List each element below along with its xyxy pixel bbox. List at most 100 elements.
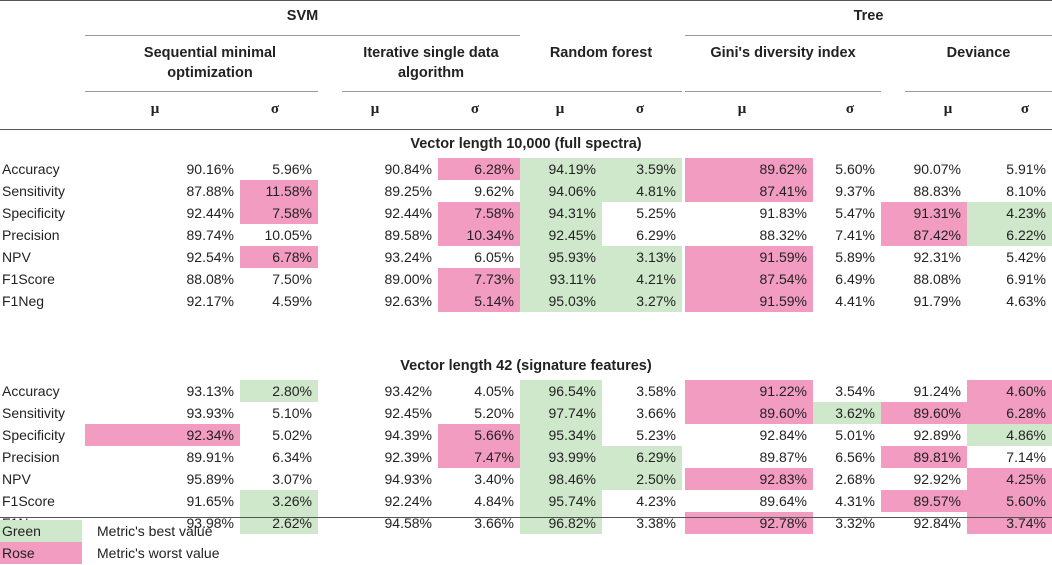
table-cell: 91.24% — [913, 383, 961, 399]
table-cell: 94.58% — [384, 515, 432, 531]
table-cell: 89.58% — [384, 227, 432, 243]
method-smo: Sequential minimal optimization — [143, 45, 277, 81]
legend-swatch-green: Green — [0, 520, 82, 542]
table-cell: 95.74% — [520, 490, 602, 512]
table-cell: 4.25% — [967, 468, 1052, 490]
table-cell: 6.56% — [835, 449, 875, 465]
table-cell: 96.82% — [520, 512, 602, 534]
section-title-0: Vector length 10,000 (full spectra) — [410, 136, 642, 152]
row-label: NPV — [2, 249, 31, 265]
table-cell: 89.74% — [186, 227, 234, 243]
table-cell: 92.44% — [186, 205, 234, 221]
table-cell: 92.39% — [384, 449, 432, 465]
mu-header-0: μ — [150, 101, 160, 117]
method-underline-1 — [85, 91, 318, 92]
row-label: F1Score — [2, 271, 55, 287]
table-cell: 2.80% — [240, 380, 318, 402]
table-cell: 91.83% — [759, 205, 807, 221]
table-cell: 95.34% — [520, 424, 602, 446]
table-cell: 89.25% — [384, 183, 432, 199]
table-cell: 4.21% — [602, 268, 682, 290]
sigma-header-2: σ — [635, 101, 645, 117]
mu-header-4: μ — [943, 101, 953, 117]
table-cell: 94.31% — [520, 202, 602, 224]
table-cell: 6.29% — [636, 227, 676, 243]
table-cell: 93.11% — [520, 268, 602, 290]
table-cell: 92.89% — [913, 427, 961, 443]
row-label: NPV — [2, 471, 31, 487]
table-cell: 97.74% — [520, 402, 602, 424]
method-isda: Iterative single data algorithm — [363, 45, 499, 81]
sigma-header-1: σ — [470, 101, 480, 117]
table-cell: 3.54% — [835, 383, 875, 399]
table-cell: 2.68% — [835, 471, 875, 487]
sigma-header-3: σ — [845, 101, 855, 117]
row-label: Accuracy — [2, 383, 60, 399]
table-cell: 94.93% — [384, 471, 432, 487]
table-cell: 4.86% — [967, 424, 1052, 446]
table-cell: 7.50% — [272, 271, 312, 287]
table-cell: 3.74% — [967, 512, 1052, 534]
table-cell: 92.84% — [913, 515, 961, 531]
table-cell: 5.10% — [272, 405, 312, 421]
table-bottom-rule — [0, 517, 1052, 518]
mu-header-3: μ — [737, 101, 747, 117]
table-cell: 89.87% — [759, 449, 807, 465]
table-cell: 3.66% — [474, 515, 514, 531]
table-cell: 95.93% — [520, 246, 602, 268]
table-cell: 93.98% — [186, 515, 234, 531]
table-cell: 3.66% — [636, 405, 676, 421]
table-cell: 5.20% — [474, 405, 514, 421]
table-cell: 98.46% — [520, 468, 602, 490]
table-cell: 2.50% — [602, 468, 682, 490]
table-cell: 92.34% — [85, 424, 240, 446]
table-cell: 91.31% — [881, 202, 967, 224]
table-cell: 92.45% — [520, 224, 602, 246]
row-label: Sensitivity — [2, 405, 66, 421]
table-cell: 94.19% — [520, 158, 602, 180]
table-cell: 89.57% — [881, 490, 967, 512]
legend-swatch-rose: Rose — [0, 542, 82, 564]
table-cell: 4.84% — [474, 493, 514, 509]
table-cell: 6.28% — [438, 158, 520, 180]
table-cell: 5.25% — [636, 205, 676, 221]
table-cell: 4.59% — [272, 293, 312, 309]
table-cell: 7.58% — [240, 202, 318, 224]
table-cell: 4.31% — [835, 493, 875, 509]
table-cell: 89.64% — [759, 493, 807, 509]
section-title-1: Vector length 42 (signature features) — [400, 358, 652, 374]
table-cell: 91.65% — [186, 493, 234, 509]
table-cell: 92.83% — [685, 468, 813, 490]
legend-description: Metric's best value — [97, 523, 213, 539]
table-cell: 91.22% — [685, 380, 813, 402]
table-cell: 10.05% — [264, 227, 312, 243]
table-cell: 87.54% — [685, 268, 813, 290]
table-cell: 5.60% — [835, 161, 875, 177]
table-cell: 3.58% — [636, 383, 676, 399]
top-rule — [0, 0, 1052, 1]
table-cell: 89.60% — [685, 402, 813, 424]
table-cell: 95.89% — [186, 471, 234, 487]
method-gini: Gini's diversity index — [710, 45, 856, 61]
table-cell: 5.96% — [272, 161, 312, 177]
table-cell: 90.84% — [384, 161, 432, 177]
method-underline-4 — [685, 91, 881, 92]
table-cell: 87.42% — [881, 224, 967, 246]
method-underline-5 — [905, 91, 1052, 92]
table-cell: 5.42% — [1006, 249, 1046, 265]
table-cell: 6.22% — [967, 224, 1052, 246]
tree-underline — [685, 35, 1052, 36]
table-cell: 6.49% — [835, 271, 875, 287]
table-cell: 4.23% — [967, 202, 1052, 224]
table-cell: 92.92% — [913, 471, 961, 487]
table-cell: 91.59% — [685, 290, 813, 312]
table-cell: 5.02% — [272, 427, 312, 443]
table-cell: 4.05% — [474, 383, 514, 399]
table-cell: 93.24% — [384, 249, 432, 265]
table-cell: 93.93% — [186, 405, 234, 421]
table-cell: 90.16% — [186, 161, 234, 177]
table-cell: 88.83% — [913, 183, 961, 199]
table-cell: 88.32% — [759, 227, 807, 243]
row-label: F1Neg — [2, 293, 45, 309]
table-cell: 92.63% — [384, 293, 432, 309]
